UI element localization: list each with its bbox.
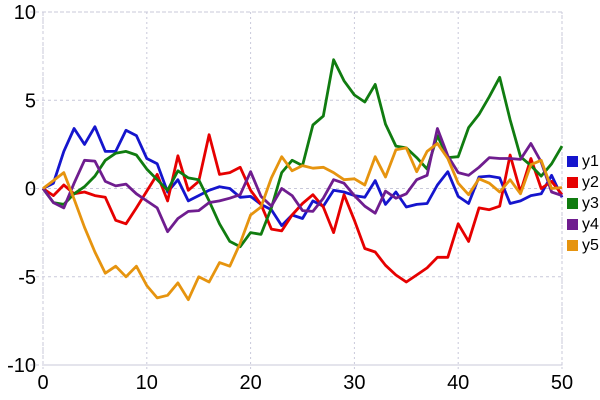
series-line-y5 [42, 142, 563, 302]
legend-swatch-y2-icon [567, 177, 578, 188]
legend-label: y5 [582, 236, 599, 254]
x-tick-label: 20 [239, 372, 261, 394]
legend-label: y4 [582, 215, 599, 233]
legend-entry-y1: y1 [567, 151, 599, 172]
y-tick-label: 0 [25, 179, 36, 201]
legend-swatch-y4-icon [567, 219, 578, 230]
legend-label: y1 [582, 152, 599, 170]
legend-swatch-y3-icon [567, 198, 578, 209]
legend-label: y2 [582, 173, 599, 191]
series-line-y2 [42, 133, 564, 284]
legend-entry-y4: y4 [567, 214, 599, 235]
series-line-y4 [41, 127, 563, 234]
legend-entry-y2: y2 [567, 172, 599, 193]
legend-entry-y3: y3 [567, 193, 599, 214]
y-tick-label: -5 [18, 267, 36, 289]
x-tick-label: 0 [37, 372, 48, 394]
x-tick-label: 40 [447, 372, 469, 394]
y-tick-label: 10 [14, 2, 36, 24]
x-tick-label: 10 [136, 372, 158, 394]
legend-swatch-y5-icon [567, 240, 578, 251]
legend-label: y3 [582, 194, 599, 212]
y-tick-label: -10 [7, 355, 36, 377]
legend-swatch-y1-icon [567, 156, 578, 167]
x-tick-label: 30 [343, 372, 365, 394]
legend-entry-y5: y5 [567, 235, 599, 256]
legend: y1 y2 y3 y4 y5 [567, 151, 599, 256]
y-tick-label: 5 [25, 90, 36, 112]
x-tick-label: 50 [551, 372, 573, 394]
